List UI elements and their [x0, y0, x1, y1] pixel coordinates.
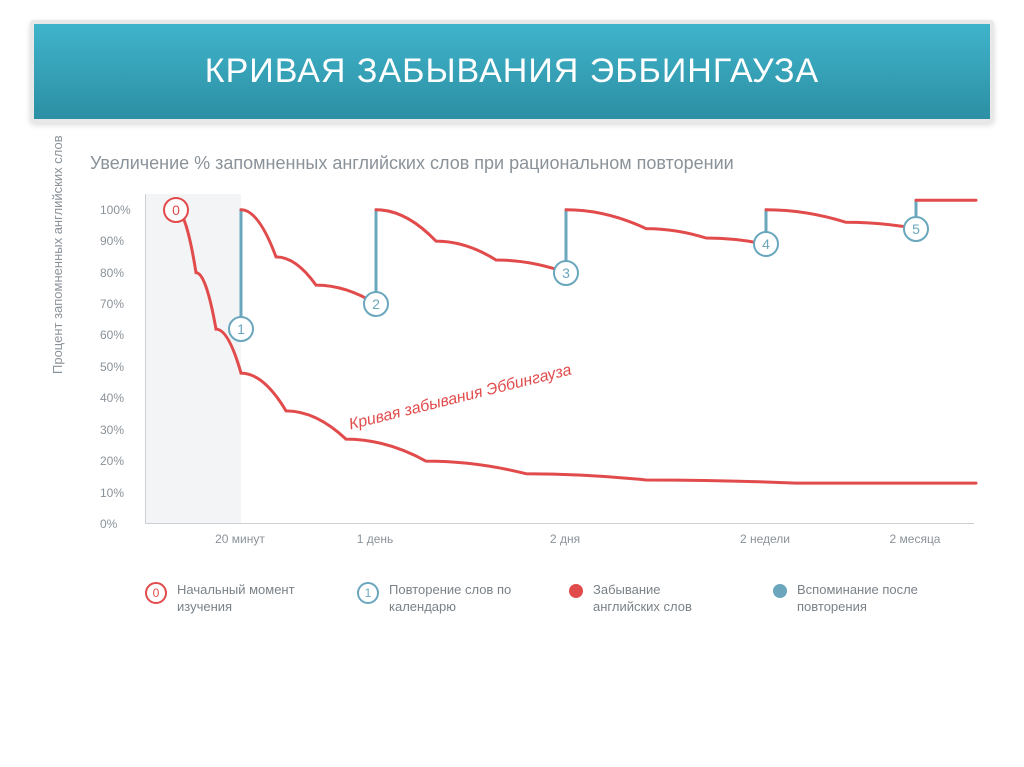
- y-tick: 30%: [100, 423, 124, 437]
- chart-subtitle: Увеличение % запомненных английских слов…: [90, 153, 994, 174]
- repetition-node: 0: [163, 197, 189, 223]
- y-tick: 80%: [100, 266, 124, 280]
- y-tick: 90%: [100, 234, 124, 248]
- legend-label: Начальный момент изучения: [177, 582, 307, 616]
- repetition-node: 4: [753, 231, 779, 257]
- legend-item: 1 Повторение слов по календарю: [357, 582, 519, 616]
- title-banner: КРИВАЯ ЗАБЫВАНИЯ ЭББИНГАУЗА: [30, 20, 994, 123]
- page-title: КРИВАЯ ЗАБЫВАНИЯ ЭББИНГАУЗА: [54, 52, 970, 91]
- y-tick: 100%: [100, 203, 131, 217]
- plot-area: Кривая забывания Эббингауза 012345: [145, 194, 974, 524]
- x-tick: 2 месяца: [890, 532, 941, 546]
- x-tick: 1 день: [357, 532, 394, 546]
- y-tick: 0%: [100, 517, 117, 531]
- legend-label: Забывание английских слов: [593, 582, 723, 616]
- y-axis-label: Процент запомненных английских слов: [50, 135, 65, 374]
- chart-svg: [146, 194, 974, 523]
- repetition-node: 1: [228, 316, 254, 342]
- y-tick: 20%: [100, 454, 124, 468]
- legend-item: 0 Начальный момент изучения: [145, 582, 307, 616]
- y-tick: 50%: [100, 360, 124, 374]
- repetition-node: 5: [903, 216, 929, 242]
- y-tick: 60%: [100, 328, 124, 342]
- legend: 0 Начальный момент изучения 1 Повторение сл…: [145, 582, 994, 616]
- legend-item: Забывание английских слов: [569, 582, 723, 616]
- repetition-node: 3: [553, 260, 579, 286]
- repetition-node: 2: [363, 291, 389, 317]
- x-tick: 2 дня: [550, 532, 580, 546]
- legend-marker-dot: [569, 584, 583, 598]
- legend-item: Вспоминание после повторения: [773, 582, 927, 616]
- chart-container: Процент запомненных английских слов 0%10…: [90, 194, 974, 554]
- y-tick: 10%: [100, 486, 124, 500]
- x-axis-ticks: 20 минут 1 день 2 дня 2 недели 2 месяца: [145, 524, 974, 554]
- x-tick: 2 недели: [740, 532, 790, 546]
- legend-label: Вспоминание после повторения: [797, 582, 927, 616]
- legend-label: Повторение слов по календарю: [389, 582, 519, 616]
- legend-marker-dot: [773, 584, 787, 598]
- legend-marker-circle: 1: [357, 582, 379, 604]
- x-tick: 20 минут: [215, 532, 265, 546]
- legend-marker-circle: 0: [145, 582, 167, 604]
- y-tick: 40%: [100, 391, 124, 405]
- y-tick: 70%: [100, 297, 124, 311]
